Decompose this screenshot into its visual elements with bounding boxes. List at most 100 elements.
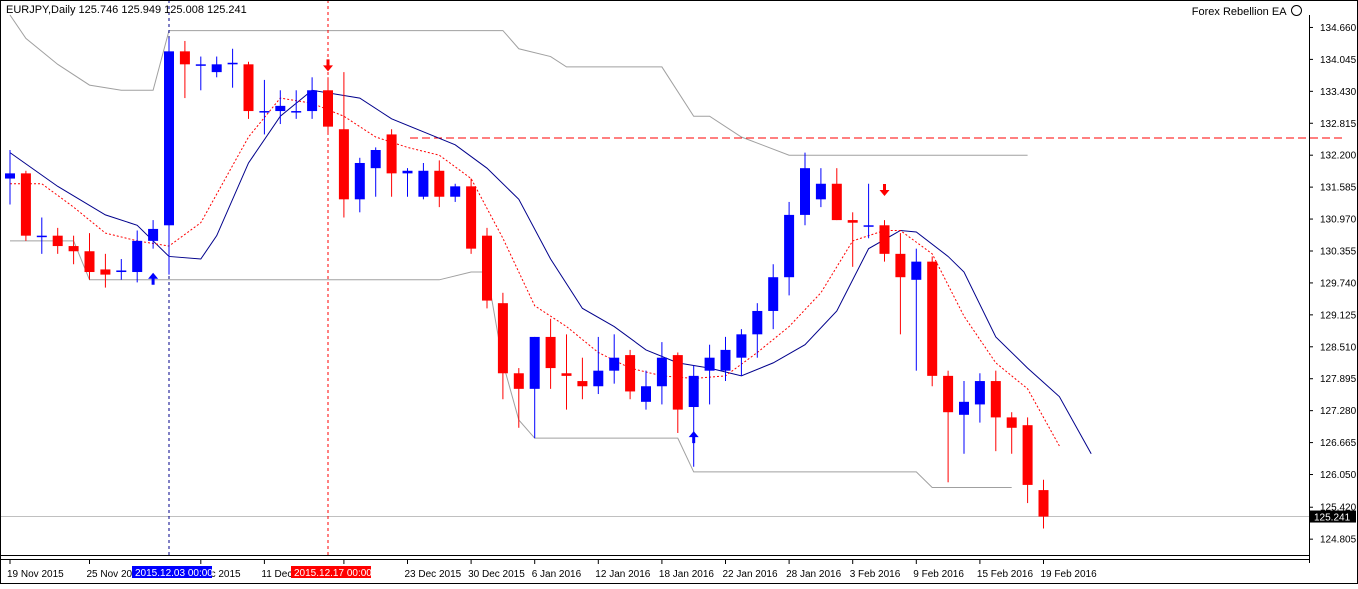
bull-candle[interactable] xyxy=(641,386,651,402)
bull-candle[interactable] xyxy=(275,105,286,112)
bull-candle[interactable] xyxy=(784,214,795,278)
slow-ma-line xyxy=(9,89,1092,454)
bull-candle[interactable] xyxy=(259,111,270,113)
bear-candle[interactable] xyxy=(434,170,445,197)
bear-candle[interactable] xyxy=(84,251,95,273)
bull-candle[interactable] xyxy=(609,357,620,371)
bear-candle[interactable] xyxy=(990,381,1001,418)
bear-candle[interactable] xyxy=(561,373,572,376)
price-tick-label: 126.050 xyxy=(1320,470,1357,481)
bull-candle[interactable] xyxy=(354,162,365,200)
buy-arrow-icon[interactable] xyxy=(688,431,699,444)
date-tick-label: 23 Dec 2015 xyxy=(405,569,462,580)
bull-candle[interactable] xyxy=(863,225,874,227)
bull-candle[interactable] xyxy=(704,357,715,371)
price-tick-label: 128.510 xyxy=(1320,342,1357,353)
bull-candle[interactable] xyxy=(974,381,985,405)
price-tick-label: 127.280 xyxy=(1320,406,1357,417)
bull-candle[interactable] xyxy=(195,64,206,66)
bear-candle[interactable] xyxy=(52,235,63,247)
bull-candle[interactable] xyxy=(450,186,461,197)
bull-candle[interactable] xyxy=(688,375,699,408)
bear-candle[interactable] xyxy=(847,220,858,223)
bull-candle[interactable] xyxy=(800,168,810,215)
bull-candle[interactable] xyxy=(36,235,47,238)
bear-candle[interactable] xyxy=(1006,417,1017,428)
bull-candle[interactable] xyxy=(959,401,969,415)
expert-advisor-name: Forex Rebellion EA xyxy=(1191,6,1286,18)
bear-candle[interactable] xyxy=(466,186,477,249)
price-tick-label: 134.045 xyxy=(1320,55,1357,66)
bull-candle[interactable] xyxy=(132,240,143,273)
bear-candle[interactable] xyxy=(338,129,349,200)
price-tick-label: 126.665 xyxy=(1320,438,1357,449)
bear-candle[interactable] xyxy=(20,173,31,236)
bull-candle[interactable] xyxy=(736,334,747,358)
bull-candle[interactable] xyxy=(768,277,779,311)
bull-candle[interactable] xyxy=(752,310,763,335)
bull-candle[interactable] xyxy=(307,90,318,112)
date-tick-label: 22 Jan 2016 xyxy=(723,569,778,580)
bear-candle[interactable] xyxy=(545,336,556,369)
sell-arrow-icon[interactable] xyxy=(323,59,333,72)
date-tick-label: 18 Jan 2016 xyxy=(659,569,714,580)
smiley-icon[interactable] xyxy=(1291,5,1302,16)
bear-candle[interactable] xyxy=(179,51,190,65)
bear-candle[interactable] xyxy=(943,375,954,413)
bear-candle[interactable] xyxy=(243,64,254,112)
date-tick-label: 9 Feb 2016 xyxy=(913,569,964,580)
bull-candle[interactable] xyxy=(911,261,922,280)
bull-candle[interactable] xyxy=(529,336,540,389)
bull-candle[interactable] xyxy=(593,370,604,387)
bear-candle[interactable] xyxy=(895,253,906,278)
sell-arrow-icon[interactable] xyxy=(879,183,890,196)
bull-candle[interactable] xyxy=(370,150,381,169)
bear-candle[interactable] xyxy=(927,261,938,376)
bull-candle[interactable] xyxy=(291,111,302,113)
bear-candle[interactable] xyxy=(386,134,397,174)
buy-arrow-icon[interactable] xyxy=(148,272,159,285)
bear-candle[interactable] xyxy=(879,225,890,254)
date-tick-label: 25 Nov 2015 xyxy=(87,569,144,580)
price-tick-label: 131.585 xyxy=(1320,183,1357,194)
bull-candle[interactable] xyxy=(418,170,429,197)
date-tick-label: 19 Feb 2016 xyxy=(1041,569,1098,580)
bull-candle[interactable] xyxy=(227,62,238,65)
bear-candle[interactable] xyxy=(497,303,508,374)
bear-candle[interactable] xyxy=(100,269,111,275)
bull-candle[interactable] xyxy=(5,173,15,179)
bull-candle[interactable] xyxy=(815,183,826,200)
price-tick-label: 132.815 xyxy=(1320,119,1357,130)
bull-candle[interactable] xyxy=(164,51,174,226)
bear-candle[interactable] xyxy=(1038,490,1049,517)
bear-candle[interactable] xyxy=(625,355,636,392)
date-tick-label: Dec 2015 xyxy=(198,569,241,580)
arrow-shape xyxy=(323,59,333,72)
date-tick-label: 3 Feb 2016 xyxy=(850,569,901,580)
bear-candle[interactable] xyxy=(323,90,333,127)
bear-candle[interactable] xyxy=(672,355,683,410)
date-marker-label: 2015.12.17 00:00 xyxy=(294,568,372,579)
bear-candle[interactable] xyxy=(577,381,588,387)
channel-upper-line xyxy=(9,14,1028,156)
arrow-shape xyxy=(148,272,159,285)
date-tick-label: 30 Dec 2015 xyxy=(468,569,525,580)
price-tick-label: 125.420 xyxy=(1320,503,1357,514)
bull-candle[interactable] xyxy=(720,349,731,371)
bull-candle[interactable] xyxy=(211,64,222,73)
price-tick-label: 134.660 xyxy=(1320,23,1357,34)
bull-candle[interactable] xyxy=(656,357,667,387)
price-tick-label: 130.970 xyxy=(1320,215,1357,226)
bull-candle[interactable] xyxy=(116,270,127,273)
expert-advisor-label: Forex Rebellion EA xyxy=(1192,4,1302,18)
bear-candle[interactable] xyxy=(68,246,79,252)
bear-candle[interactable] xyxy=(1022,425,1033,485)
bear-candle[interactable] xyxy=(831,183,842,221)
bull-candle[interactable] xyxy=(402,170,413,174)
bull-candle[interactable] xyxy=(148,228,159,241)
arrow-shape xyxy=(688,431,699,444)
bear-candle[interactable] xyxy=(482,235,492,301)
bear-candle[interactable] xyxy=(513,373,524,389)
